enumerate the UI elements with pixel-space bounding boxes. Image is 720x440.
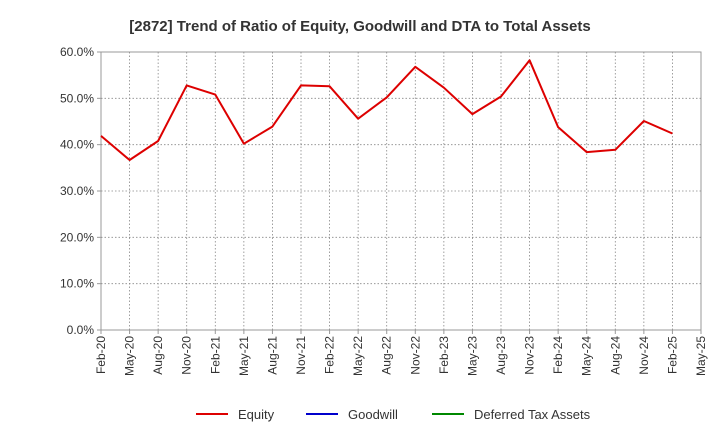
x-tick-label: Nov-20	[180, 336, 194, 375]
plot-frame	[100, 51, 702, 331]
x-tick-label: May-21	[237, 336, 251, 376]
y-tick-label: 20.0%	[60, 230, 94, 244]
x-tick-label: Nov-24	[637, 336, 651, 375]
x-tick-label: Feb-22	[323, 336, 337, 374]
x-tick-label: May-24	[580, 336, 594, 376]
x-tick-label: Nov-23	[523, 336, 537, 375]
grid-layer	[100, 51, 702, 331]
y-tick-label: 60.0%	[60, 45, 94, 59]
x-tick-label: Nov-22	[408, 336, 422, 375]
y-tick-label: 50.0%	[60, 91, 94, 105]
x-tick-label: Feb-25	[665, 336, 679, 374]
x-tick-label: Aug-21	[265, 336, 279, 375]
series-layer	[100, 59, 673, 161]
legend-label: Deferred Tax Assets	[474, 407, 591, 422]
x-tick-label: May-22	[351, 336, 365, 376]
axis-layer: 0.0% 10.0% 20.0% 30.0% 40.0% 50.0% 60.0% Feb-20…	[60, 45, 708, 376]
y-tick-label: 40.0%	[60, 138, 94, 152]
x-tick-label: May-20	[123, 336, 137, 376]
x-tick-label: Feb-24	[551, 336, 565, 374]
x-tick-label: Aug-23	[494, 336, 508, 375]
x-tick-label: Feb-21	[208, 336, 222, 374]
legend-label: Goodwill	[348, 407, 398, 422]
legend: Equity Goodwill Deferred Tax Assets	[196, 407, 591, 422]
x-tick-label: Feb-23	[437, 336, 451, 374]
series-line-equity	[100, 59, 673, 161]
x-tick-label: Feb-20	[94, 336, 108, 374]
x-tick-label: May-25	[694, 336, 708, 376]
x-tick-label: May-23	[465, 336, 479, 376]
y-tick-label: 30.0%	[60, 184, 94, 198]
legend-label: Equity	[238, 407, 275, 422]
x-tick-label: Aug-22	[380, 336, 394, 375]
y-tick-label: 10.0%	[60, 277, 94, 291]
x-tick-label: Nov-21	[294, 336, 308, 375]
chart-title: [2872] Trend of Ratio of Equity, Goodwil…	[129, 18, 590, 35]
x-tick-label: Aug-20	[151, 336, 165, 375]
y-tick-label: 0.0%	[67, 323, 95, 337]
x-tick-label: Aug-24	[608, 336, 622, 375]
